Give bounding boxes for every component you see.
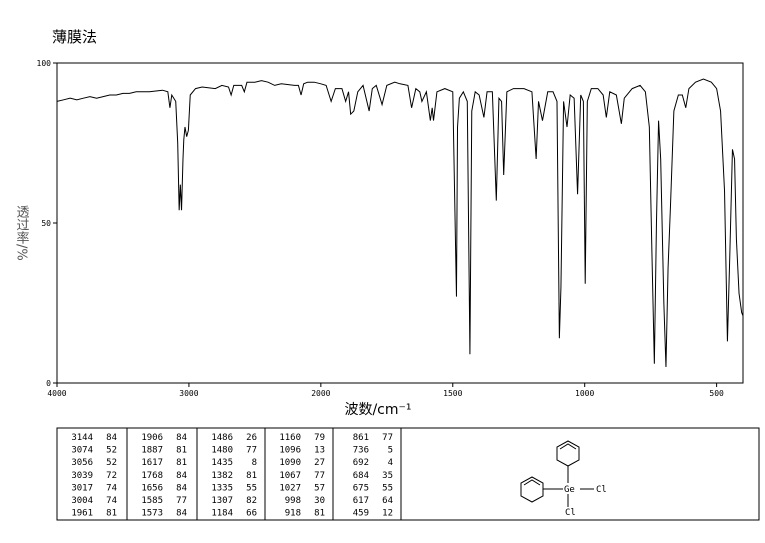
peak-wavenumber: 1090	[279, 458, 301, 468]
peak-transmittance: 4	[388, 458, 393, 468]
peak-wavenumber: 998	[285, 496, 301, 506]
peak-wavenumber: 1768	[141, 471, 163, 481]
peak-transmittance: 74	[106, 483, 117, 493]
peak-wavenumber: 3004	[71, 496, 93, 506]
atom-label: Cl	[596, 485, 607, 495]
peak-wavenumber: 692	[353, 458, 369, 468]
peak-wavenumber: 918	[285, 509, 301, 519]
peak-wavenumber: 3039	[71, 471, 93, 481]
phenyl-ring	[556, 440, 580, 467]
peak-transmittance: 13	[314, 446, 325, 456]
peak-wavenumber: 1307	[211, 496, 233, 506]
x-tick-label: 1500	[443, 389, 462, 398]
peak-transmittance: 66	[246, 509, 257, 519]
peak-wavenumber: 617	[353, 496, 369, 506]
peak-transmittance: 72	[106, 471, 117, 481]
ring-bond	[523, 479, 541, 486]
peak-wavenumber: 736	[353, 446, 369, 456]
ring-bond	[559, 443, 577, 450]
peak-transmittance: 77	[382, 433, 393, 443]
peak-transmittance: 84	[176, 433, 187, 443]
x-tick-label: 4000	[47, 389, 66, 398]
peak-transmittance: 30	[314, 496, 325, 506]
phenyl-ring	[520, 476, 544, 503]
x-tick-label: 2000	[311, 389, 330, 398]
peak-wavenumber: 1067	[279, 471, 301, 481]
peak-wavenumber: 1435	[211, 458, 233, 468]
peak-wavenumber: 1027	[279, 483, 301, 493]
peak-transmittance: 81	[176, 446, 187, 456]
peak-wavenumber: 1656	[141, 483, 163, 493]
peak-wavenumber: 1096	[279, 446, 301, 456]
peak-wavenumber: 1160	[279, 433, 301, 443]
peak-transmittance: 84	[176, 509, 187, 519]
peak-transmittance: 57	[314, 483, 325, 493]
peak-transmittance: 79	[314, 433, 325, 443]
peak-transmittance: 26	[246, 433, 257, 443]
peak-wavenumber: 1184	[211, 509, 233, 519]
peak-transmittance: 35	[382, 471, 393, 481]
peak-transmittance: 12	[382, 509, 393, 519]
peak-wavenumber: 675	[353, 483, 369, 493]
peak-wavenumber: 861	[353, 433, 369, 443]
peak-transmittance: 5	[388, 446, 393, 456]
peak-wavenumber: 3017	[71, 483, 93, 493]
structure	[520, 440, 594, 507]
peak-wavenumber: 3144	[71, 433, 93, 443]
table-border	[56, 427, 760, 521]
peak-transmittance: 81	[106, 509, 117, 519]
x-axis-label: 波数/cm⁻¹	[344, 402, 411, 418]
peak-transmittance: 8	[252, 458, 257, 468]
peak-transmittance: 64	[382, 496, 393, 506]
peak-transmittance: 55	[382, 483, 393, 493]
peak-transmittance: 27	[314, 458, 325, 468]
chart-title: 薄膜法	[52, 28, 97, 46]
peak-wavenumber: 1335	[211, 483, 233, 493]
x-tick-label: 1000	[575, 389, 594, 398]
x-tick-label: 3000	[179, 389, 198, 398]
peak-wavenumber: 1382	[211, 471, 233, 481]
plot-frame	[56, 62, 744, 384]
peak-transmittance: 84	[106, 433, 117, 443]
peak-transmittance: 81	[176, 458, 187, 468]
peak-wavenumber: 1480	[211, 446, 233, 456]
peak-wavenumber: 3074	[71, 446, 93, 456]
peak-transmittance: 84	[176, 483, 187, 493]
peak-transmittance: 52	[106, 458, 117, 468]
peak-wavenumber: 1486	[211, 433, 233, 443]
peak-wavenumber: 1585	[141, 496, 163, 506]
y-tick-label: 50	[41, 219, 51, 228]
peak-transmittance: 81	[246, 471, 257, 481]
atom-label: Ge	[564, 485, 575, 495]
peak-wavenumber: 1906	[141, 433, 163, 443]
peak-wavenumber: 1961	[71, 509, 93, 519]
y-tick-label: 100	[37, 59, 52, 68]
peak-transmittance: 77	[246, 446, 257, 456]
x-tick-label: 500	[709, 389, 724, 398]
peak-transmittance: 74	[106, 496, 117, 506]
atom-label: Cl	[565, 508, 576, 518]
peak-wavenumber: 1617	[141, 458, 163, 468]
peak-transmittance: 55	[246, 483, 257, 493]
peak-wavenumber: 1573	[141, 509, 163, 519]
y-tick-label: 0	[46, 379, 51, 388]
peak-wavenumber: 1887	[141, 446, 163, 456]
peak-transmittance: 82	[246, 496, 257, 506]
peak-transmittance: 81	[314, 509, 325, 519]
peak-table-frame	[56, 427, 760, 521]
peak-wavenumber: 684	[353, 471, 369, 481]
y-axis-label: 透过率/%	[14, 205, 30, 261]
peak-wavenumber: 459	[353, 509, 369, 519]
peak-transmittance: 77	[176, 496, 187, 506]
peak-transmittance: 84	[176, 471, 187, 481]
spectrum-line	[56, 78, 744, 368]
peak-transmittance: 77	[314, 471, 325, 481]
peak-wavenumber: 3056	[71, 458, 93, 468]
peak-transmittance: 52	[106, 446, 117, 456]
